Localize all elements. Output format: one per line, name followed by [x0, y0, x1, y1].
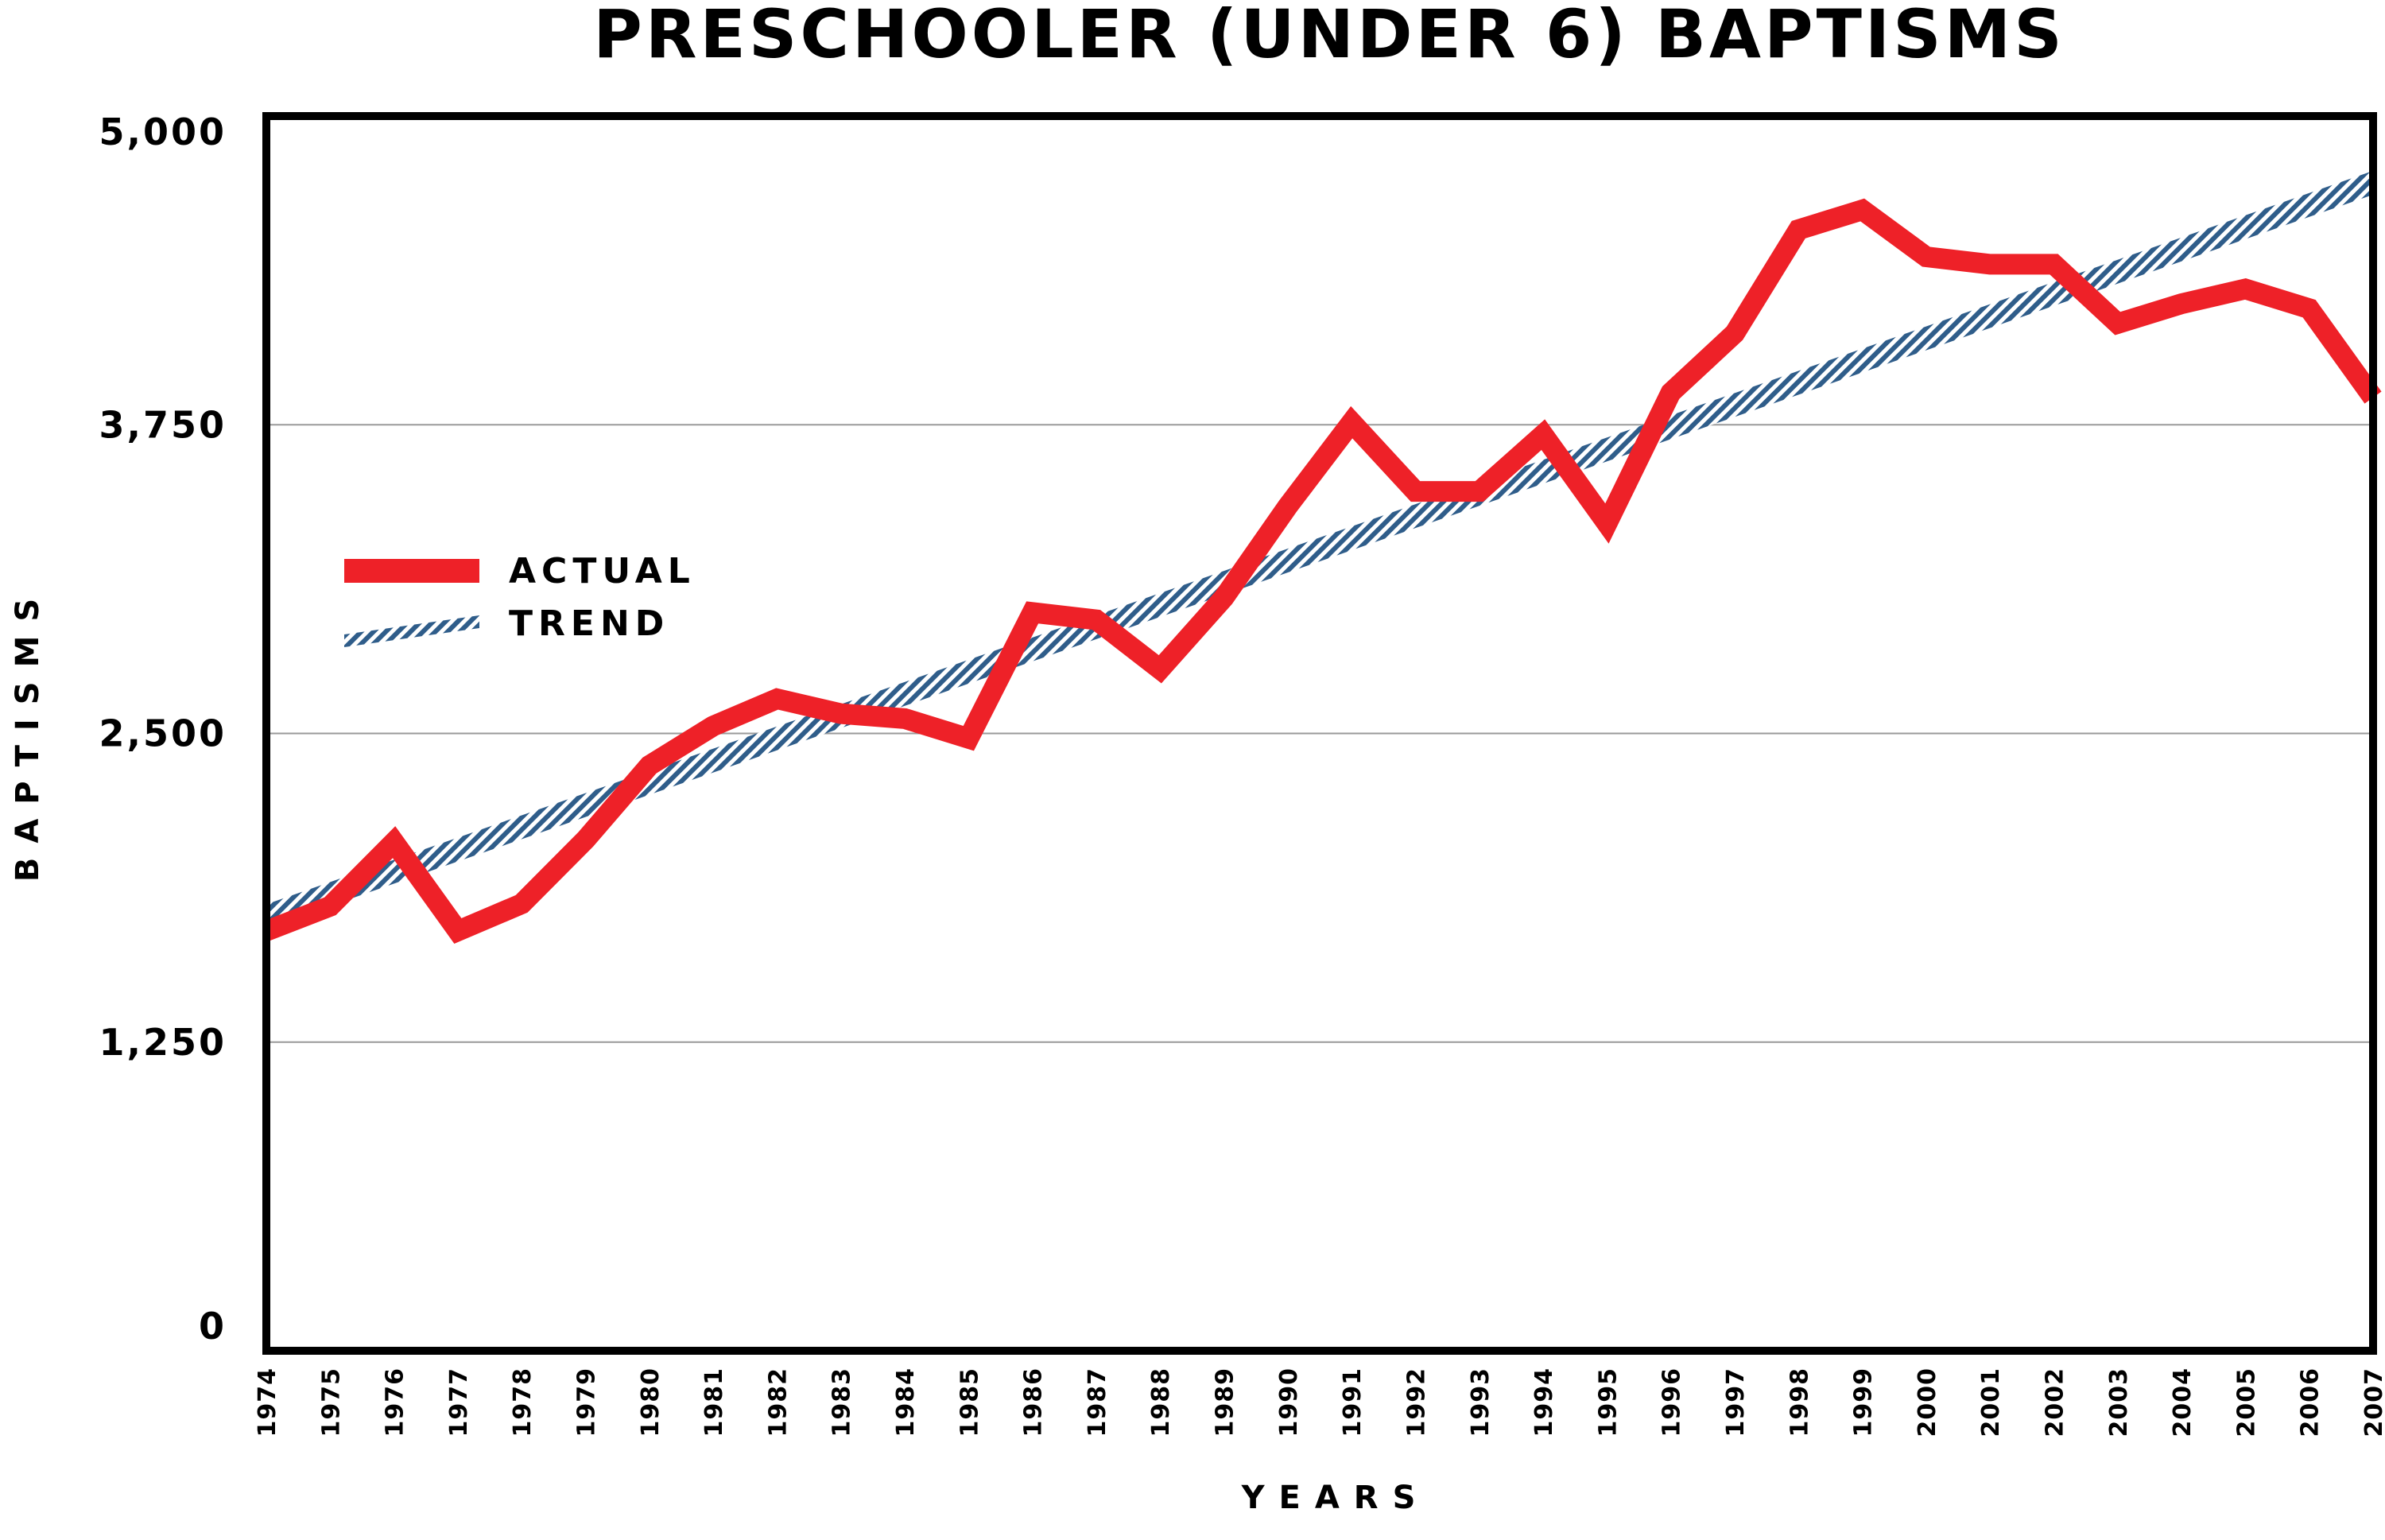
legend: ACTUAL TREND — [344, 551, 696, 647]
x-tick-label: 1986 — [1020, 1367, 1048, 1437]
trend-series — [266, 170, 2373, 929]
legend-label-actual: ACTUAL — [509, 551, 696, 592]
x-tick-label: 1982 — [764, 1367, 792, 1437]
y-tick-labels: 0 1,250 2,500 3,750 5,000 — [99, 111, 227, 1348]
x-tick-label: 1991 — [1339, 1367, 1367, 1437]
x-tick-label: 2004 — [2169, 1367, 2197, 1437]
x-tick-label: 1984 — [892, 1367, 920, 1437]
x-tick-label: 1979 — [573, 1367, 601, 1437]
x-tick-label: 1996 — [1658, 1367, 1686, 1437]
x-tick-label: 1993 — [1467, 1367, 1495, 1437]
x-tick-label: 1990 — [1275, 1367, 1303, 1437]
x-tick-label: 1987 — [1084, 1367, 1111, 1437]
x-tick-labels: 1974 1975 1976 1977 1978 1979 1980 1981 1982 1983… — [254, 1367, 2385, 1437]
x-tick-label: 1975 — [317, 1367, 345, 1437]
x-tick-label: 1985 — [956, 1367, 983, 1437]
trend-line — [266, 170, 2373, 929]
x-tick-label: 1983 — [828, 1367, 856, 1437]
x-tick-label: 1978 — [509, 1367, 537, 1437]
legend-swatch-actual — [344, 559, 479, 583]
x-tick-label: 1998 — [1786, 1367, 1813, 1437]
x-tick-label: 1989 — [1212, 1367, 1239, 1437]
x-tick-label: 1994 — [1530, 1367, 1558, 1437]
y-tick-label: 3,750 — [99, 403, 227, 446]
actual-series — [262, 198, 2382, 945]
x-tick-label: 1995 — [1594, 1367, 1622, 1437]
x-tick-label: 1992 — [1402, 1367, 1430, 1437]
x-tick-label: 1977 — [445, 1367, 473, 1437]
x-tick-label: 1976 — [382, 1367, 409, 1437]
plot-frame — [262, 112, 2377, 1355]
y-tick-label: 5,000 — [99, 111, 227, 153]
x-tick-label: 2007 — [2360, 1367, 2385, 1437]
y-tick-label: 2,500 — [99, 712, 227, 755]
x-tick-label: 2001 — [1977, 1367, 2005, 1437]
actual-line — [262, 198, 2382, 945]
x-tick-label: 1980 — [637, 1367, 665, 1437]
x-tick-label: 1974 — [254, 1367, 281, 1437]
x-tick-label: 2000 — [1914, 1367, 1941, 1437]
legend-label-trend: TREND — [509, 603, 669, 644]
chart-title: PRESCHOOLER (UNDER 6) BAPTISMS — [593, 0, 2065, 73]
grid-lines — [266, 424, 2373, 1043]
x-tick-label: 2002 — [2041, 1367, 2069, 1437]
y-tick-label: 1,250 — [99, 1021, 227, 1064]
y-tick-label: 0 — [199, 1305, 227, 1348]
x-tick-label: 1997 — [1722, 1367, 1750, 1437]
x-axis-label: YEARS — [1241, 1480, 1430, 1516]
x-tick-label: 1981 — [700, 1367, 728, 1437]
y-axis-label: BAPTISMS — [10, 584, 46, 882]
x-tick-label: 2005 — [2232, 1367, 2260, 1437]
legend-swatch-trend — [344, 615, 479, 647]
x-tick-label: 2003 — [2105, 1367, 2133, 1437]
x-tick-label: 1999 — [1850, 1367, 1878, 1437]
x-tick-label: 2006 — [2297, 1367, 2325, 1437]
x-tick-label: 1988 — [1147, 1367, 1175, 1437]
